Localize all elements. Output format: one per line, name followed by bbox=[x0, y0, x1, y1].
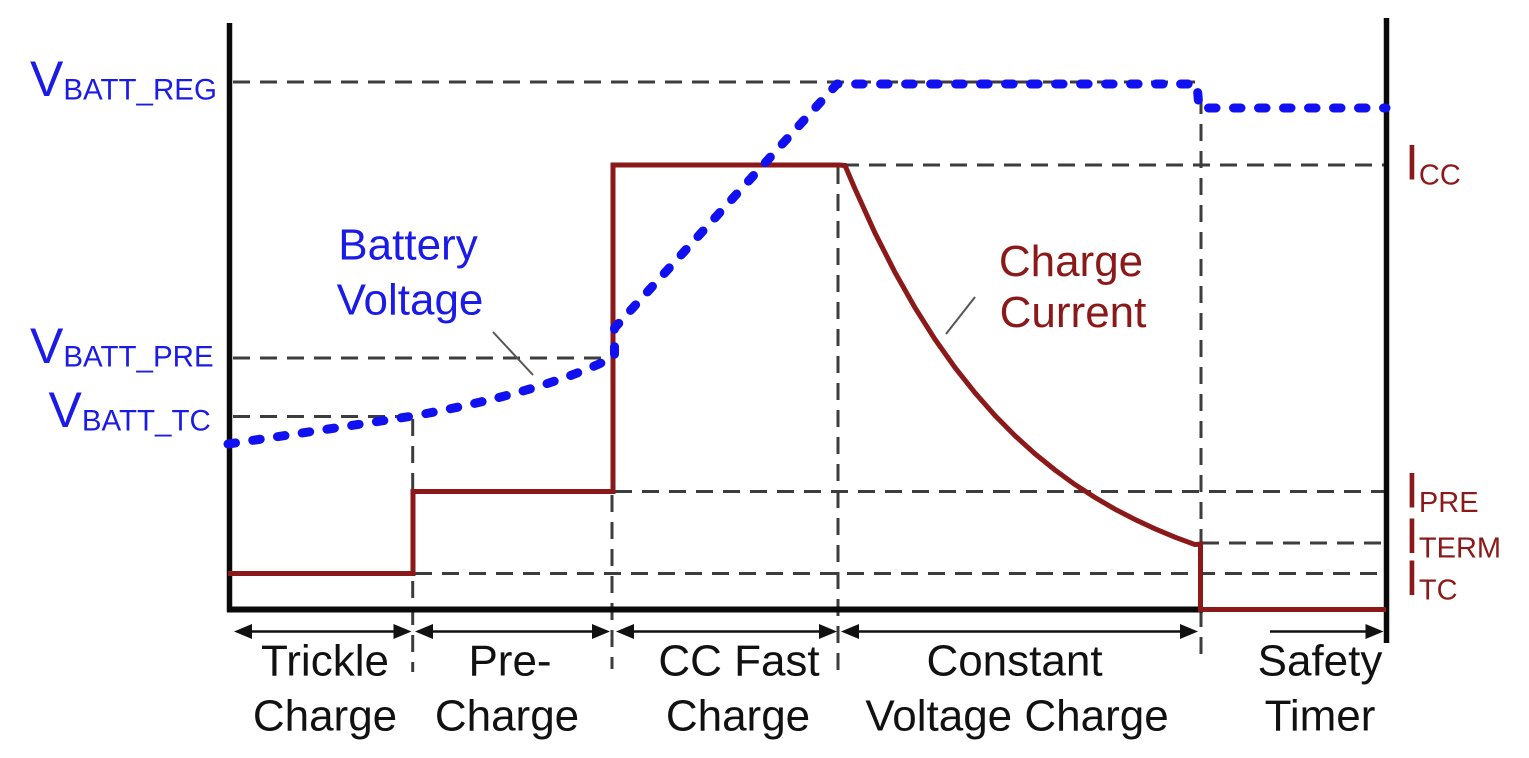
svg-text:Pre-: Pre- bbox=[468, 637, 551, 686]
svg-text:Charge: Charge bbox=[999, 237, 1143, 286]
svg-text:Charge: Charge bbox=[253, 692, 397, 741]
svg-text:Charge: Charge bbox=[666, 692, 810, 741]
svg-text:Safety: Safety bbox=[1258, 637, 1383, 686]
svg-text:Voltage: Voltage bbox=[337, 276, 484, 325]
svg-text:Battery: Battery bbox=[338, 221, 477, 270]
svg-text:Trickle: Trickle bbox=[261, 637, 389, 686]
svg-text:Current: Current bbox=[1000, 288, 1147, 337]
svg-text:Charge: Charge bbox=[435, 692, 579, 741]
svg-text:Voltage Charge: Voltage Charge bbox=[865, 692, 1168, 741]
svg-text:CC Fast: CC Fast bbox=[658, 637, 819, 686]
svg-text:Constant: Constant bbox=[926, 637, 1102, 686]
svg-text:Timer: Timer bbox=[1265, 692, 1376, 741]
